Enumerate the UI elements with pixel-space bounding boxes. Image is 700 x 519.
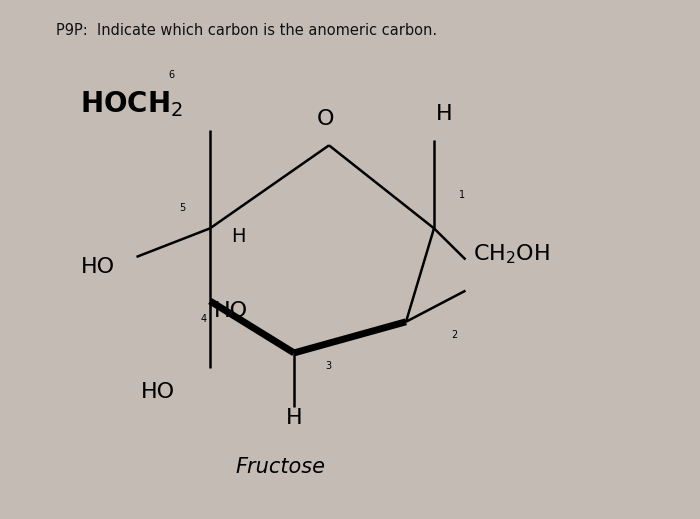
Text: P9P:  Indicate which carbon is the anomeric carbon.: P9P: Indicate which carbon is the anomer…	[56, 23, 437, 38]
Text: 3: 3	[326, 361, 332, 371]
Text: HO: HO	[214, 302, 248, 321]
Text: HO: HO	[80, 257, 115, 277]
Text: HOCH$_2$: HOCH$_2$	[80, 89, 183, 119]
Text: 4: 4	[200, 314, 206, 324]
Text: 5: 5	[179, 202, 186, 213]
Text: HO: HO	[141, 382, 174, 402]
Text: H: H	[436, 104, 453, 124]
Text: H: H	[231, 227, 246, 245]
Text: 2: 2	[452, 330, 458, 340]
Text: CH$_2$OH: CH$_2$OH	[473, 242, 550, 266]
Text: H: H	[286, 408, 302, 428]
Text: O: O	[316, 110, 335, 129]
Text: 1: 1	[458, 189, 465, 200]
Text: Fructose: Fructose	[235, 457, 325, 477]
Text: 6: 6	[169, 70, 174, 80]
